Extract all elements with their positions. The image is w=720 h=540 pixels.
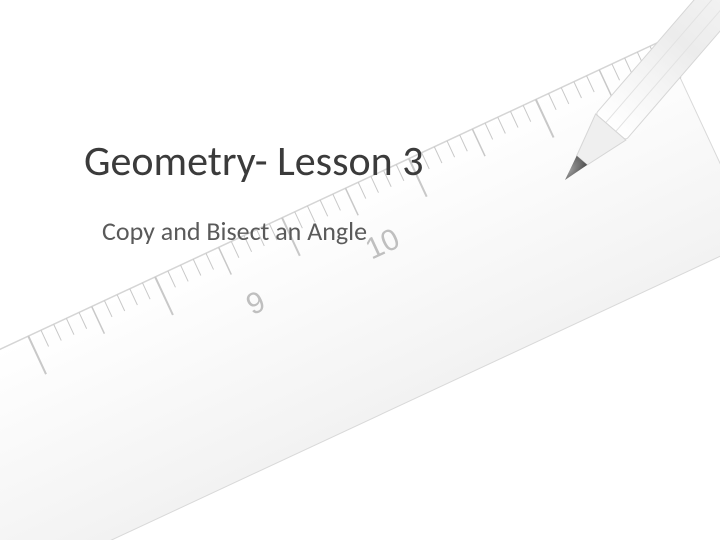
ruler-graphic: 9 10	[0, 40, 720, 540]
slide-title: Geometry- Lesson 3	[84, 136, 424, 187]
pencil-graphic	[550, 0, 720, 193]
slide-subtitle: Copy and Bisect an Angle	[102, 215, 367, 247]
pencil-shadow	[520, 192, 640, 228]
background-graphic: 9 10	[0, 0, 720, 540]
svg-text:10: 10	[361, 222, 405, 266]
svg-text:9: 9	[241, 285, 270, 322]
slide: 9 10 Geometry- Lesson 3 Copy and Bisect a…	[0, 0, 720, 540]
